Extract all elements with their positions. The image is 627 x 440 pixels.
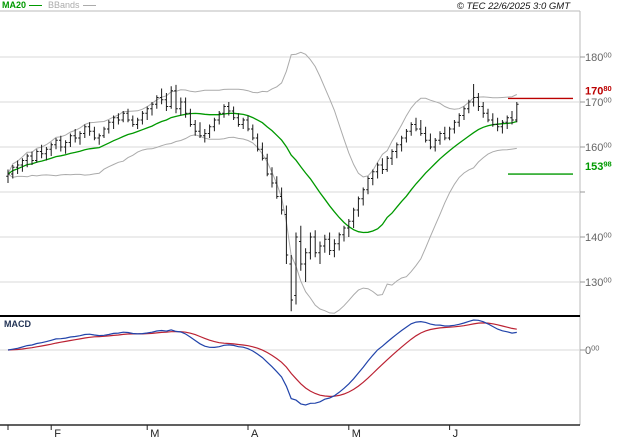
y-axis-labels: 18000 17000 16000 14000 13000 [585, 51, 612, 290]
chart-frame [0, 10, 581, 425]
svg-text:17000: 17000 [585, 96, 612, 110]
macd-panel-label: MACD [4, 319, 31, 329]
month-label: M [352, 428, 361, 440]
panel-separator [0, 315, 580, 317]
month-label: F [54, 428, 61, 440]
bollinger-lower-line [7, 134, 517, 314]
bbands-line-swatch-icon [82, 5, 96, 7]
bbands-legend-label: BBands [48, 0, 80, 10]
svg-text:14000: 14000 [585, 231, 612, 245]
price-gridlines [0, 56, 585, 283]
support-level-label: 15398 [585, 160, 612, 174]
month-label: A [251, 428, 259, 440]
macd-signal-line [7, 322, 517, 398]
svg-text:16000: 16000 [585, 141, 612, 155]
macd-zero-label: 000 [585, 344, 599, 358]
copyright-text: © TEC 22/6/2025 3:0 GMT [456, 1, 570, 12]
indicator-legend: MA20 BBands [2, 0, 102, 11]
month-label: J [453, 428, 459, 440]
ma20-line [7, 112, 517, 234]
bollinger-upper-line [7, 51, 518, 178]
month-label: M [150, 428, 159, 440]
ma20-legend-label: MA20 [2, 0, 27, 10]
ohlc-bars [6, 84, 519, 312]
ma20-line-swatch-icon [29, 5, 43, 7]
macd-line [7, 319, 517, 406]
svg-text:13000: 13000 [585, 276, 612, 290]
svg-text:18000: 18000 [585, 51, 612, 65]
resistance-level-label: 17080 [585, 84, 612, 98]
